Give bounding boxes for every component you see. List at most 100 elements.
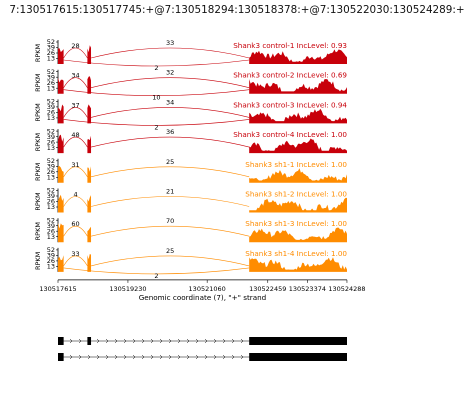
- strand-arrow: [177, 338, 181, 344]
- junction-arc-inc2: [90, 77, 250, 88]
- track-label: Shank3 control-2 IncLevel: 0.69: [233, 71, 347, 80]
- strand-arrow: [168, 354, 172, 360]
- y-tick-label: 39: [47, 222, 55, 230]
- y-tick-label: 13: [47, 144, 55, 152]
- junction-arc-skip: [63, 267, 250, 275]
- y-tick-label: 13: [47, 233, 55, 241]
- y-tick-label: 13: [47, 263, 55, 271]
- strand-arrow: [213, 354, 217, 360]
- junction-arc-inc2: [90, 225, 250, 237]
- coverage-exon-3: [249, 108, 347, 124]
- y-tick-label: 39: [47, 163, 55, 171]
- strand-arrow: [195, 354, 199, 360]
- junction-arc-inc2: [90, 196, 250, 207]
- y-axis-label: RPKM: [34, 252, 42, 270]
- coverage-exon-3: [249, 49, 347, 64]
- track-label: Shank3 control-3 IncLevel: 0.94: [233, 100, 347, 109]
- strand-arrow: [195, 338, 199, 344]
- strand-arrow: [177, 354, 181, 360]
- junction-count-inc2: 25: [166, 247, 174, 255]
- strand-arrow: [150, 354, 154, 360]
- y-tick-label: 52: [47, 187, 55, 195]
- coverage-exon-2: [87, 226, 92, 243]
- y-tick-label: 26: [47, 109, 55, 117]
- y-tick-label: 13: [47, 174, 55, 182]
- strand-arrow: [213, 338, 217, 344]
- junction-count-inc2: 33: [166, 39, 174, 47]
- junction-count-inc2: 70: [166, 217, 174, 225]
- strand-arrow: [141, 338, 145, 344]
- y-tick-label: 52: [47, 246, 55, 254]
- junction-arc-inc1: [63, 225, 88, 237]
- strand-arrow: [231, 338, 235, 344]
- y-tick-label: 39: [47, 192, 55, 200]
- junction-count-skip: 2: [154, 123, 158, 131]
- junction-count-inc1: 48: [71, 131, 79, 139]
- exon-block-2: [87, 337, 92, 345]
- junction-count-inc2: 21: [166, 188, 174, 196]
- junction-arc-skip: [63, 89, 250, 96]
- strand-arrow: [132, 338, 136, 344]
- strand-arrow: [204, 338, 208, 344]
- strand-arrow: [168, 338, 172, 344]
- coverage-exon-3: [249, 227, 347, 243]
- junction-arc-inc1: [63, 136, 88, 148]
- strand-arrow: [222, 338, 226, 344]
- strand-arrow: [114, 338, 118, 344]
- y-tick-label: 26: [47, 227, 55, 235]
- coverage-exon-2: [87, 104, 92, 124]
- junction-arc-inc1: [63, 166, 88, 177]
- y-tick-label: 39: [47, 133, 55, 141]
- junction-count-inc1: 33: [71, 250, 79, 258]
- strand-arrow: [222, 354, 226, 360]
- junction-arc-inc2: [90, 166, 250, 178]
- chart-title: 7:130517615:130517745:+@7:130518294:1305…: [9, 4, 465, 16]
- x-tick-label: 130519230: [109, 285, 146, 293]
- coverage-exon-3: [249, 79, 347, 94]
- y-tick-label: 52: [47, 38, 55, 46]
- x-tick-label: 130524288: [328, 285, 365, 293]
- strand-arrow: [78, 338, 82, 344]
- junction-arc-inc2: [90, 255, 250, 267]
- y-tick-label: 26: [47, 79, 55, 87]
- y-tick-label: 13: [47, 55, 55, 63]
- strand-arrow: [123, 338, 127, 344]
- isoform-inclusion: [58, 337, 347, 345]
- junction-count-skip: 2: [154, 64, 158, 72]
- junction-count-skip: 10: [152, 94, 160, 102]
- x-tick-label: 130523374: [289, 285, 326, 293]
- y-tick-label: 39: [47, 103, 55, 111]
- exon-block-3: [249, 337, 347, 345]
- junction-arc-inc2: [90, 107, 250, 118]
- track-label: Shank3 sh1-1 IncLevel: 1.00: [245, 160, 347, 169]
- junction-count-inc1: 60: [71, 220, 79, 228]
- track-label: Shank3 sh1-2 IncLevel: 1.00: [245, 190, 347, 199]
- strand-arrow: [123, 354, 127, 360]
- track-label: Shank3 control-1 IncLevel: 0.93: [233, 41, 347, 50]
- y-tick-label: 39: [47, 252, 55, 260]
- coverage-exon-2: [87, 76, 92, 94]
- coverage-exon-1: [58, 77, 64, 94]
- strand-arrow: [78, 354, 82, 360]
- coverage-exon-2: [87, 45, 92, 64]
- junction-count-inc1: 37: [71, 101, 79, 109]
- junction-count-inc2: 32: [166, 69, 174, 77]
- x-axis-label: Genomic coordinate (7), "+" strand: [139, 293, 267, 302]
- coverage-exon-1: [58, 134, 64, 154]
- y-axis-label: RPKM: [34, 74, 42, 92]
- x-tick-label: 130522459: [249, 285, 286, 293]
- y-tick-label: 26: [47, 168, 55, 176]
- junction-arc-skip: [63, 59, 250, 67]
- y-tick-label: 52: [47, 98, 55, 106]
- junction-arc-inc1: [63, 47, 88, 59]
- coverage-exon-3: [249, 197, 347, 213]
- strand-arrow: [105, 338, 109, 344]
- exon-block-3: [249, 353, 347, 361]
- junction-count-inc1: 4: [73, 191, 77, 199]
- y-tick-label: 52: [47, 127, 55, 135]
- y-tick-label: 13: [47, 114, 55, 122]
